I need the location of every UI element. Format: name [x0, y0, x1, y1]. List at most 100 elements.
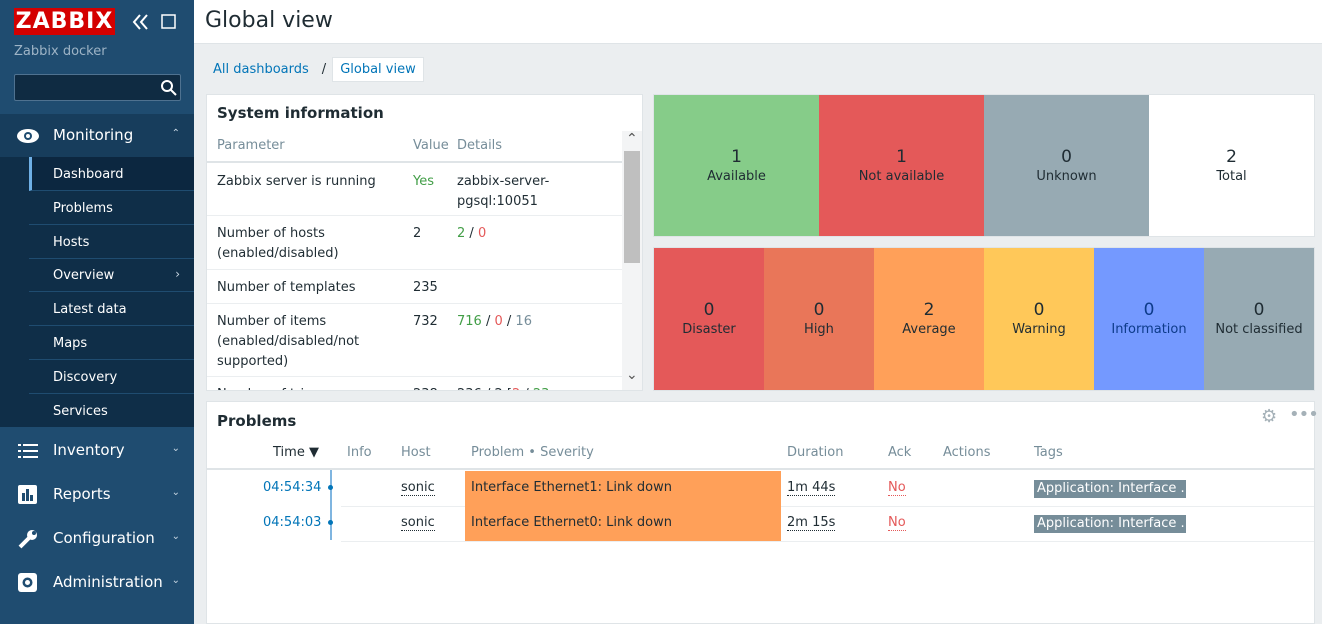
menu-section[interactable]: Inventory ⌄ [0, 429, 194, 473]
host[interactable]: sonic [401, 480, 435, 496]
ack[interactable]: No [888, 480, 906, 496]
row-divider [207, 215, 622, 216]
submenu-item[interactable]: Maps [29, 326, 194, 360]
status-tile[interactable]: 0 Warning [984, 248, 1094, 390]
logo[interactable]: ZABBIX [14, 8, 115, 35]
menu-section[interactable]: Administration ⌄ [0, 561, 194, 605]
detail-part: 16 [515, 314, 532, 329]
tile-count: 0 [813, 300, 825, 320]
status-tile[interactable]: 2 Average [874, 248, 984, 390]
status-tile[interactable]: 0 Disaster [654, 248, 764, 390]
host-availability-widget: 1 Available 1 Not available 0 Unknown 2 Total [653, 94, 1315, 237]
submenu-label: Maps [53, 336, 88, 351]
divider [207, 468, 1314, 470]
widget-title: System information [217, 104, 384, 122]
status-tile[interactable]: 1 Available [654, 95, 819, 236]
menu-chevron: ⌄ [171, 575, 180, 586]
menu-chevron: ⌄ [171, 487, 180, 498]
tile-label: Warning [1012, 322, 1066, 337]
submenu-label: Hosts [53, 234, 90, 250]
column-header: Parameter [217, 138, 285, 153]
time[interactable]: 04:54:34 [263, 480, 322, 495]
details: zabbix-server-pgsql:10051 [457, 172, 557, 212]
value: Yes [413, 174, 434, 189]
submenu-label: Problems [53, 200, 113, 216]
detail-part: 0 [477, 226, 487, 241]
submenu-chevron: › [175, 267, 180, 282]
menu-section[interactable]: Reports ⌄ [0, 473, 194, 517]
submenu: Dashboard Problems Hosts Overview › Latest da… [0, 157, 194, 428]
details: 236 / 2 [2 / 234] [457, 385, 557, 390]
search-box[interactable] [14, 74, 181, 101]
menu-label: Inventory [53, 441, 125, 459]
status-tile[interactable]: 1 Not available [819, 95, 984, 236]
value: 235 [413, 280, 438, 295]
menu-section[interactable]: Configuration ⌄ [0, 517, 194, 561]
row-divider [207, 303, 622, 304]
problem[interactable]: Interface Ethernet1: Link down [465, 471, 781, 506]
tile-label: Not classified [1215, 322, 1303, 337]
time[interactable]: 04:54:03 [263, 515, 322, 530]
ack[interactable]: No [888, 515, 906, 531]
timeline-dot [328, 485, 333, 490]
widget-settings[interactable]: ⚙ [1261, 406, 1278, 427]
status-tile[interactable]: 0 Unknown [984, 95, 1149, 236]
menu-section[interactable]: Monitoring ⌃ [0, 114, 194, 158]
submenu-item[interactable]: Problems [29, 191, 194, 225]
sidebar-controls[interactable] [132, 12, 178, 32]
scroll-down[interactable]: ⌄ [626, 367, 638, 383]
submenu-item[interactable]: Overview › [29, 258, 194, 293]
breadcrumb-separator: / [321, 62, 327, 77]
column-header: Problem • Severity [471, 445, 594, 460]
sidebar: ZABBIX Zabbix docker Monitoring ⌃ Dashboar… [0, 0, 194, 624]
status-tile[interactable]: 0 Information [1094, 248, 1204, 390]
detail-part: 236 / 2 [ [457, 387, 512, 390]
column-header: Ack [888, 445, 912, 460]
submenu-item[interactable]: Discovery [29, 360, 194, 394]
tag[interactable]: Application: Interface ... [1034, 515, 1186, 533]
value: 238 [413, 385, 438, 390]
menu-label: Administration [53, 573, 163, 591]
tile-label: Total [1216, 169, 1247, 184]
value: 2 [413, 226, 422, 241]
details: 716 / 0 / 16 [457, 312, 557, 332]
column-header[interactable]: Time ▼ [273, 445, 319, 460]
submenu-label: Overview [53, 268, 115, 284]
detail-part: 2 [512, 387, 520, 390]
widget-menu[interactable]: ••• [1289, 404, 1319, 425]
status-tile[interactable]: 0 High [764, 248, 874, 390]
search-icon[interactable] [160, 79, 178, 97]
detail-part: / [502, 314, 516, 329]
tile-count: 2 [1226, 147, 1237, 167]
menu-chevron: ⌄ [171, 531, 180, 542]
problem[interactable]: Interface Ethernet0: Link down [465, 506, 781, 541]
parameter: Number of triggers [217, 385, 397, 390]
tile-count: 1 [731, 147, 742, 167]
submenu-item[interactable]: Services [29, 394, 194, 428]
status-tile[interactable]: 0 Not classified [1204, 248, 1314, 390]
status-tile[interactable]: 2 Total [1149, 95, 1314, 236]
scroll-up[interactable]: ⌃ [626, 131, 638, 147]
timeline [330, 470, 332, 540]
breadcrumb[interactable]: All dashboards [213, 62, 309, 77]
tile-label: Average [902, 322, 956, 337]
detail-part: 716 [457, 314, 482, 329]
menu-label: Configuration [53, 529, 155, 547]
value: 732 [413, 314, 438, 329]
submenu-item[interactable]: Latest data [29, 292, 194, 327]
breadcrumb[interactable]: Global view [332, 57, 424, 82]
detail-part: 2 [457, 226, 466, 241]
scrollbar: ⌃ ⌄ [622, 131, 642, 390]
scroll-thumb[interactable] [624, 151, 640, 263]
column-header: Tags [1034, 445, 1063, 460]
timeline-dot [328, 520, 333, 525]
submenu-item[interactable]: Dashboard [29, 157, 194, 191]
page-header: Global view [194, 0, 1322, 44]
tile-label: Not available [858, 169, 945, 184]
tag[interactable]: Application: Interface ... [1034, 480, 1186, 498]
tile-label: Unknown [1036, 169, 1097, 184]
host[interactable]: sonic [401, 515, 435, 531]
row-divider [207, 269, 622, 270]
submenu-item[interactable]: Hosts [29, 225, 194, 259]
